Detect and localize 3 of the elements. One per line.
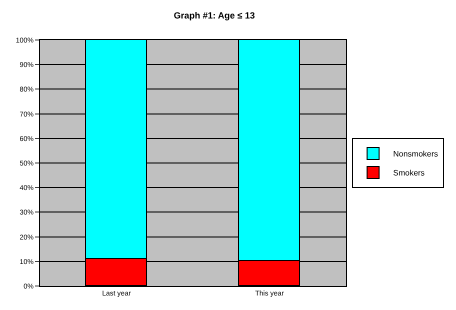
chart-title: Graph #1: Age ≤ 13 <box>174 10 255 21</box>
legend-label: Smokers <box>393 168 425 178</box>
legend-label: Nonsmokers <box>393 150 438 159</box>
